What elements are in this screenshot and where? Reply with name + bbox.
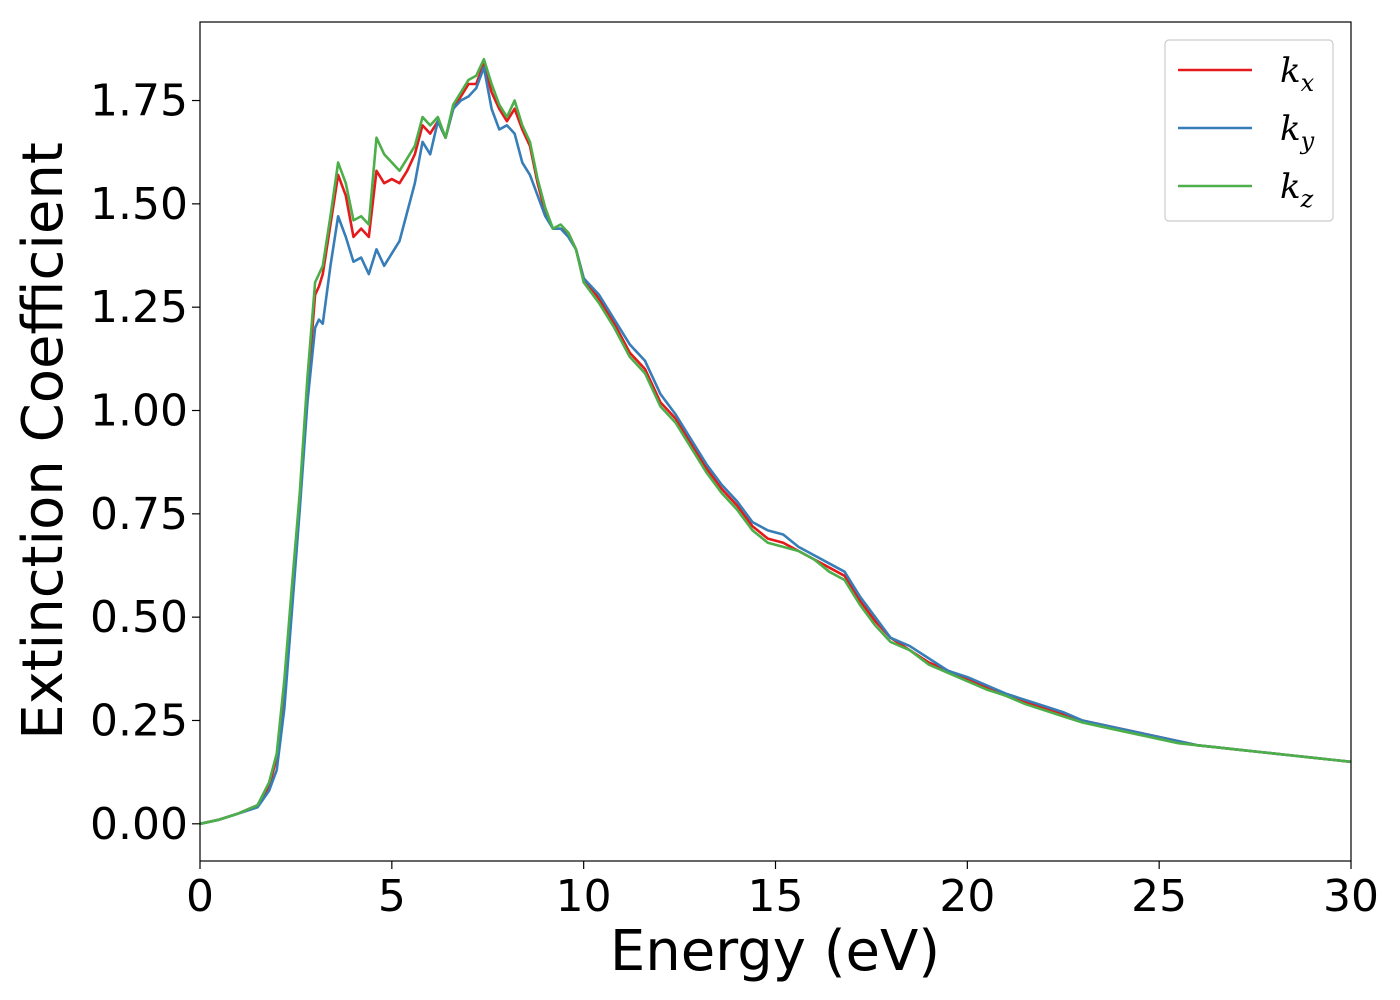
legend-label-k_z: kz: [1280, 167, 1314, 213]
y-tick-label: 0.75: [90, 489, 188, 540]
series-line-k_z: [199, 57, 1352, 826]
y-tick-label: 1.00: [90, 386, 188, 437]
y-tick-label: 0.25: [90, 695, 188, 746]
legend-label-subscript: z: [1300, 185, 1314, 213]
y-tick-label: 1.25: [90, 282, 188, 333]
y-tick-label: 1.75: [90, 76, 188, 127]
y-tick-label: 1.50: [90, 179, 188, 230]
x-axis-label: Energy (eV): [610, 919, 940, 984]
x-tick-label: 0: [186, 871, 214, 922]
legend-label-main: k: [1280, 167, 1301, 207]
y-tick-label: 0.00: [90, 799, 188, 850]
x-tick-label: 10: [556, 871, 612, 922]
x-tick-label: 20: [939, 871, 995, 922]
y-axis-label: Extinction Coefficient: [11, 142, 76, 740]
legend-label-k_y: ky: [1280, 109, 1315, 155]
x-tick-label: 15: [748, 871, 804, 922]
legend-label-subscript: x: [1301, 69, 1315, 97]
x-axis-ticks: 0 5 10 15 20 25 30: [186, 861, 1379, 922]
legend-label-main: k: [1280, 109, 1301, 149]
legend-label-subscript: y: [1300, 127, 1315, 155]
x-tick-label: 5: [378, 871, 406, 922]
legend-label-main: k: [1280, 51, 1301, 91]
series-layer: [199, 57, 1352, 826]
y-tick-label: 0.50: [90, 592, 188, 643]
x-tick-label: 25: [1131, 871, 1187, 922]
legend-box: [1164, 39, 1334, 222]
y-axis-ticks: 0.00 0.25 0.50 0.75 1.00 1.25 1.50 1.75: [90, 76, 200, 850]
legend-label-k_x: kx: [1280, 51, 1315, 97]
x-tick-label: 30: [1323, 871, 1379, 922]
